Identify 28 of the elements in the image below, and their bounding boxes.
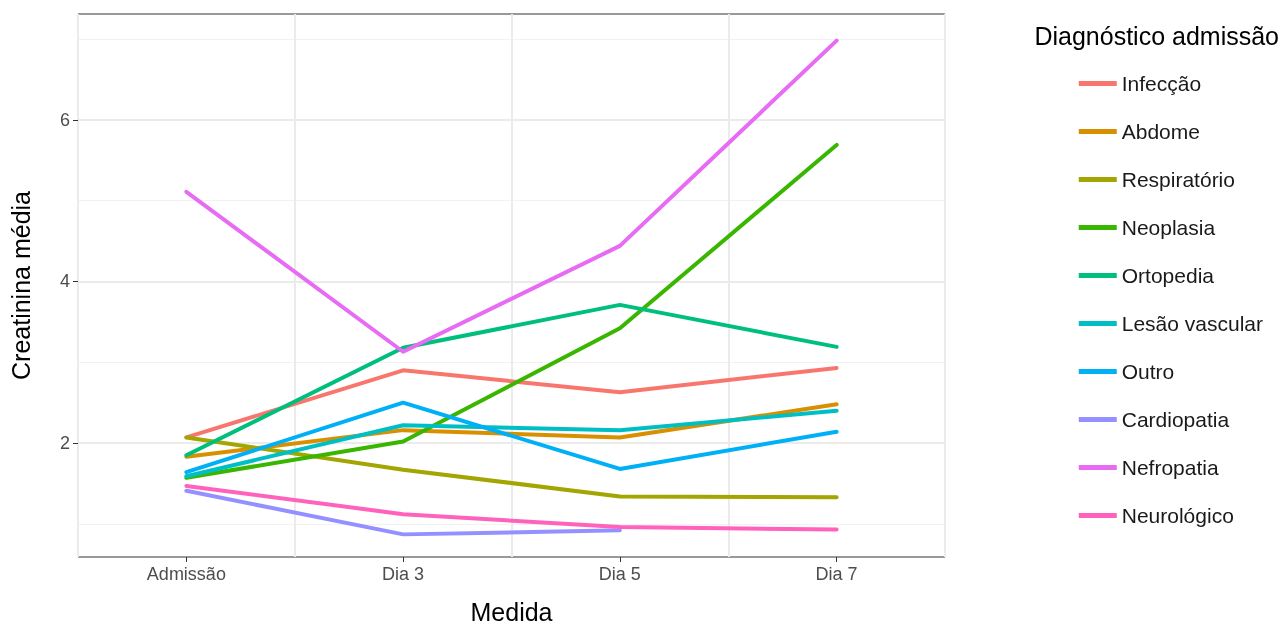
legend-label: Respiratório: [1121, 168, 1235, 191]
legend-label: Cardiopatia: [1121, 408, 1230, 431]
legend-label: Neurológico: [1121, 504, 1234, 527]
line-series: [184, 483, 839, 532]
legend-label: Ortopedia: [1121, 264, 1215, 287]
legend-label: Nefropatia: [1121, 456, 1219, 479]
x-tick-label: Admissão: [146, 564, 226, 584]
y-tick-label: 2: [59, 433, 70, 454]
legend-label: Infecção: [1121, 72, 1202, 95]
x-tick-label: Dia 5: [598, 564, 641, 584]
line-series: [184, 400, 839, 475]
legend-label: Lesão vascular: [1121, 312, 1264, 335]
y-tick-label: 6: [59, 109, 70, 130]
line-series: [184, 142, 839, 480]
line-series: [184, 408, 839, 479]
y-axis-title: Creatinina média: [6, 190, 35, 380]
x-tick-label: Dia 3: [382, 564, 425, 584]
legend-label: Abdome: [1121, 120, 1200, 143]
legend-label: Outro: [1121, 360, 1175, 383]
line-series: [184, 38, 839, 354]
legend-title: Diagnóstico admissão: [1034, 21, 1280, 50]
line-series: [184, 302, 839, 458]
legend-label: Neoplasia: [1121, 216, 1216, 239]
x-axis-title: Medida: [470, 597, 553, 626]
y-tick-label: 4: [59, 271, 70, 292]
x-tick-label: Dia 7: [815, 564, 858, 584]
line-series: [184, 365, 839, 440]
line-series: [184, 435, 839, 500]
